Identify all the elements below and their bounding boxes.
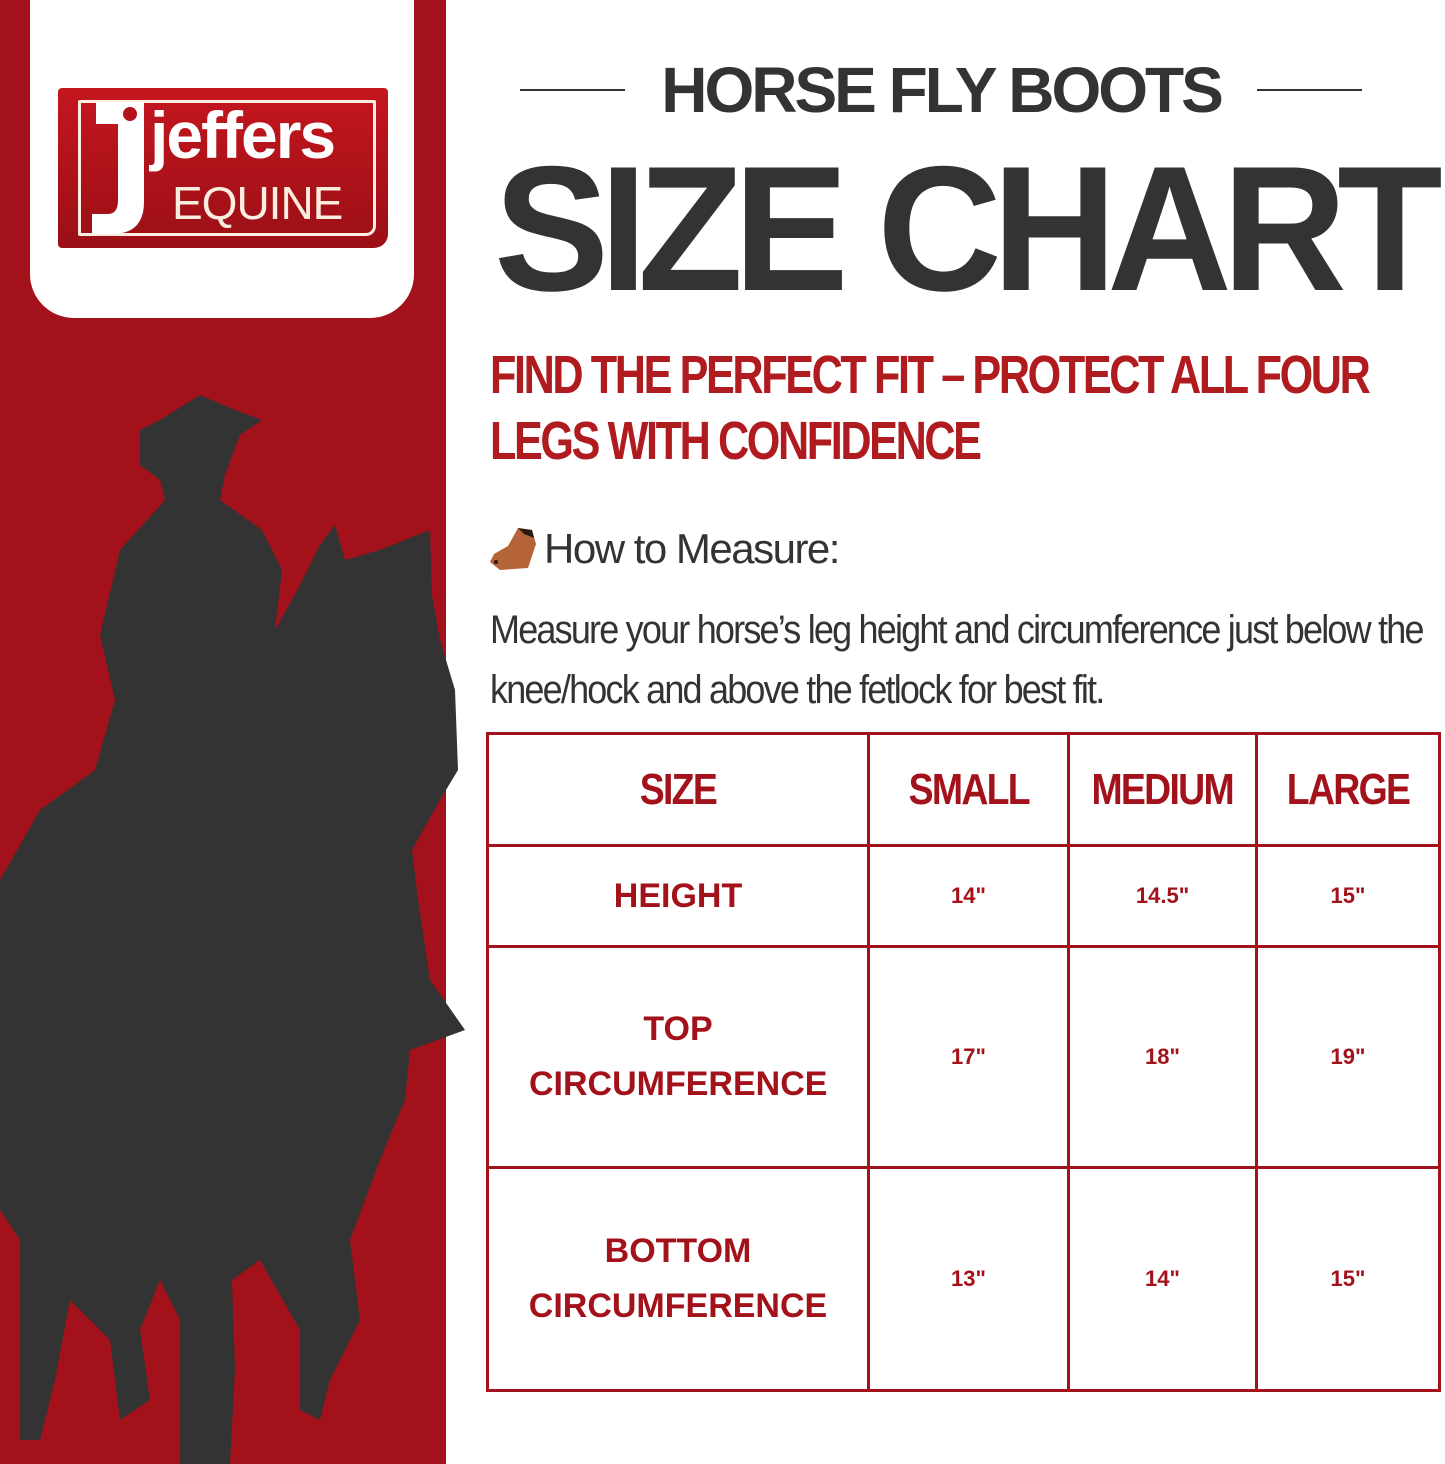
how-to-measure-heading: How to Measure: (488, 524, 840, 574)
divider-left (520, 89, 626, 91)
measure-instructions: Measure your horse’s leg height and circ… (490, 608, 1425, 712)
logo-sub-text: EQUINE (172, 177, 343, 229)
header-medium: MEDIUM (1091, 764, 1235, 814)
product-kicker: HORSE FLY BOOTS (520, 58, 1362, 122)
header-large: LARGE (1286, 764, 1411, 814)
cell-value: 14.5" (1067, 844, 1258, 948)
cell-value: 18" (1067, 945, 1258, 1169)
divider-right (1256, 89, 1362, 91)
table-row: HEIGHT 14" 14.5" 15" (486, 844, 1441, 948)
row-label: HEIGHT (486, 844, 870, 948)
cell-value: 13" (867, 1166, 1070, 1392)
red-side-panel: jeffers EQUINE (0, 0, 465, 1464)
size-chart-table: SIZE SMALL MEDIUM LARGE HEIGHT 14" 14.5"… (486, 732, 1441, 1392)
header-size-cell: SIZE (486, 732, 870, 847)
cell-value: 15" (1255, 1166, 1441, 1392)
logo-j-mark (92, 102, 144, 234)
header-small: SMALL (908, 764, 1030, 814)
logo-main-text: jeffers (150, 98, 336, 172)
cell-value: 14" (867, 844, 1070, 948)
cell-value: 17" (867, 945, 1070, 1169)
cell-value: 19" (1255, 945, 1441, 1169)
how-to-measure-label: How to Measure: (544, 525, 840, 572)
table-row: TOP CIRCUMFERENCE 17" 18" 19" (486, 945, 1441, 1169)
horse-face-icon (490, 528, 536, 570)
row-label: TOP CIRCUMFERENCE (486, 945, 870, 1169)
header-medium-cell: MEDIUM (1067, 732, 1258, 847)
header-large-cell: LARGE (1255, 732, 1441, 847)
cell-value: 15" (1255, 844, 1441, 948)
table-row: BOTTOM CIRCUMFERENCE 13" 14" 15" (486, 1166, 1441, 1392)
logo-frame (78, 100, 376, 236)
cell-value: 14" (1067, 1166, 1258, 1392)
logo-container: jeffers EQUINE (30, 0, 414, 318)
page-title: SIZE CHART (494, 129, 1443, 328)
row-label: BOTTOM CIRCUMFERENCE (486, 1166, 870, 1392)
tagline: FIND THE PERFECT FIT – PROTECT ALL FOUR … (490, 345, 1371, 471)
header-size: SIZE (639, 764, 718, 814)
header-small-cell: SMALL (867, 732, 1070, 847)
horse-rider-silhouette (0, 395, 465, 1464)
jeffers-equine-logo: jeffers EQUINE (58, 88, 388, 248)
table-header-row: SIZE SMALL MEDIUM LARGE (486, 732, 1441, 847)
product-name: HORSE FLY BOOTS (661, 54, 1224, 126)
